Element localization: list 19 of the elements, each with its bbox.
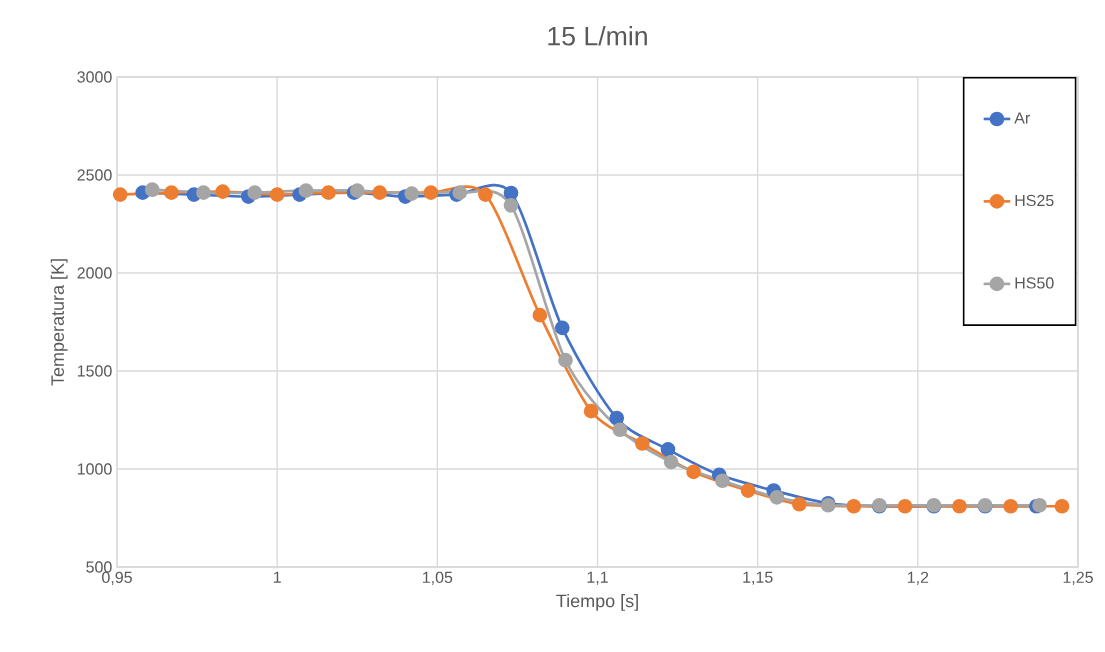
y-tick-label: 1500	[77, 365, 112, 377]
x-tick-label: 1,15	[743, 571, 773, 585]
x-tick-label: 1,1	[587, 571, 608, 585]
y-tick-label: 1000	[77, 463, 112, 475]
y-tick-label: 3000	[77, 71, 112, 83]
y-axis-title: Temperatura [K]	[50, 259, 68, 386]
x-tick-label: 1,05	[422, 571, 453, 585]
x-tick-label: 0,95	[102, 571, 132, 585]
y-tick-label: 500	[86, 561, 112, 573]
y-tick-label: 2500	[77, 169, 112, 181]
x-axis-title: Tiempo [s]	[556, 594, 638, 611]
legend-label: HS25	[1015, 194, 1054, 207]
x-tick-label: 1	[273, 571, 281, 583]
chart-title: 15 L/min	[548, 26, 647, 46]
y-tick-label: 2000	[77, 267, 112, 279]
x-tick-label: 1,2	[907, 571, 929, 585]
legend-label: Ar	[1014, 112, 1030, 124]
legend-label: HS50	[1015, 277, 1054, 289]
x-tick-label: 1,25	[1063, 571, 1093, 585]
